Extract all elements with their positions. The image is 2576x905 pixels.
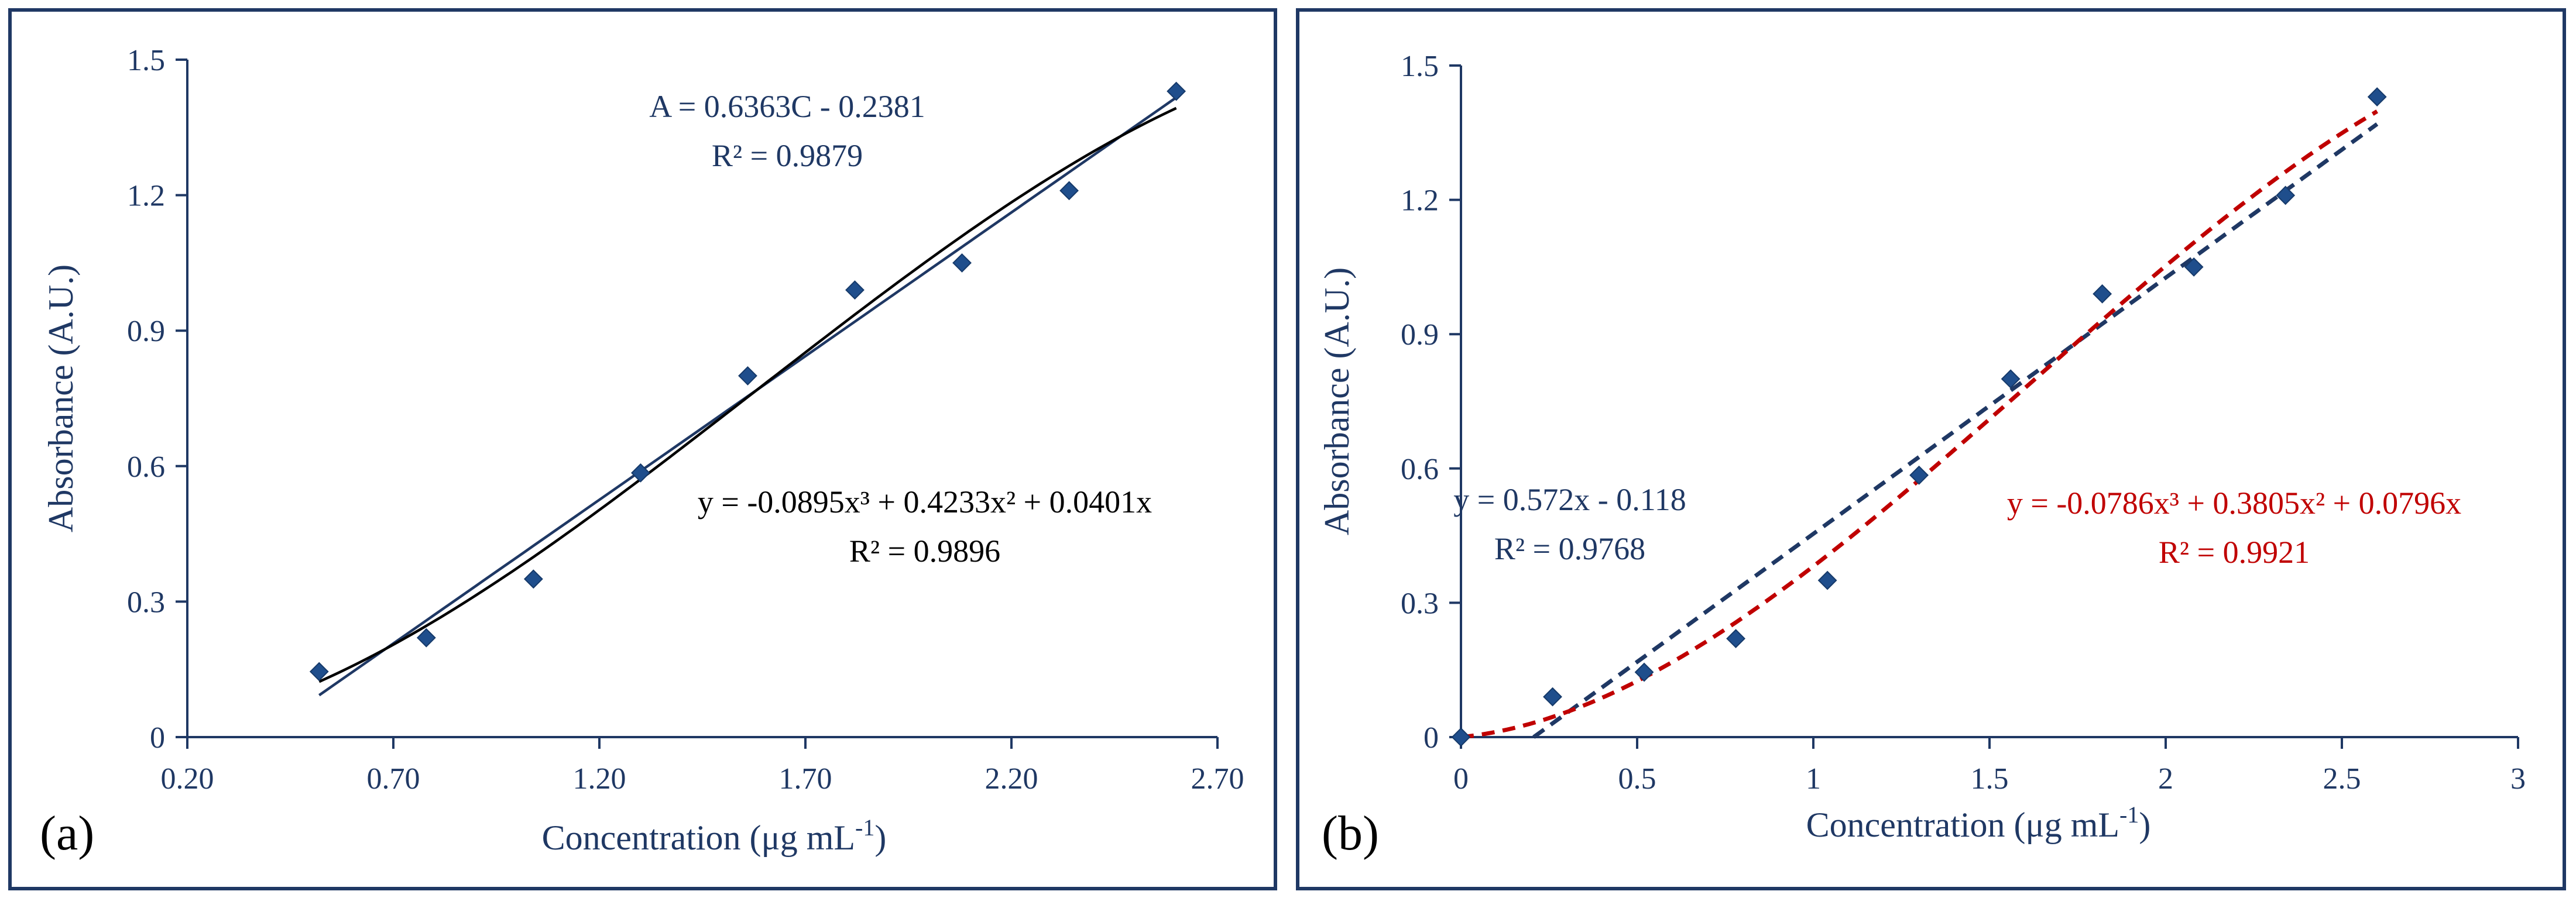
data-point: [1817, 570, 1837, 590]
y-tick-label: 1.5: [1401, 50, 1439, 83]
fit-equation-text: R² = 0.9896: [849, 534, 1000, 569]
y-tick-label: 0: [150, 721, 165, 755]
y-tick-label: 0.9: [127, 315, 165, 348]
fit-equation-text: R² = 0.9879: [712, 138, 863, 173]
x-tick-label: 1.20: [573, 762, 626, 796]
y-tick-label: 0.9: [1401, 318, 1439, 352]
x-axis-title: Concentration (μg mL-1): [542, 814, 887, 857]
chart-a-svg: 0 0.3 0.6 0.9 1.2 1.5 0.20 0.70 1.20 1.70 2.20 2.70…: [40, 44, 1244, 861]
y-tick-label: 0: [1424, 721, 1439, 755]
x-tick-label: 0.20: [161, 762, 214, 796]
data-point: [2276, 185, 2296, 205]
y-tick-label: 0.6: [127, 450, 165, 484]
data-point: [1451, 727, 1471, 747]
data-point: [2001, 369, 2021, 389]
data-point: [1543, 687, 1562, 707]
panel-label: (b): [1322, 806, 1379, 861]
x-tick-label: 2.20: [985, 762, 1038, 796]
data-point: [1059, 181, 1079, 201]
y-tick-label: 1.5: [127, 44, 165, 77]
data-point: [630, 463, 650, 483]
data-point: [845, 280, 865, 300]
fit-equation-text: R² = 0.9921: [2159, 535, 2310, 570]
chart-panel-b: 0 0.3 0.6 0.9 1.2 1.5 0 0.5 1 1.5 2 2.5 3 y = 0.572x …: [1296, 8, 2566, 890]
fit-equation-text: R² = 0.9768: [1494, 531, 1645, 566]
x-tick-label: 2.5: [2323, 762, 2361, 796]
fit-equation-text: y = 0.572x - 0.118: [1453, 482, 1686, 517]
y-tick-label: 0.3: [1401, 587, 1439, 620]
data-point: [738, 366, 757, 386]
x-tick-label: 1.5: [1971, 762, 2009, 796]
x-tick-label: 0.5: [1618, 762, 1656, 796]
data-point: [1909, 465, 1929, 485]
x-tick-label: 0: [1453, 762, 1469, 796]
panel-label: (a): [40, 806, 94, 861]
fit-line-cubic: [1460, 109, 2379, 739]
chart-panel-a: 0 0.3 0.6 0.9 1.2 1.5 0.20 0.70 1.20 1.70 2.20 2.70…: [8, 8, 1277, 890]
data-point: [1726, 629, 1745, 649]
data-point: [309, 662, 329, 682]
data-point: [523, 569, 543, 589]
x-axis-title: Concentration (μg mL-1): [1806, 801, 2151, 844]
data-point: [2367, 87, 2387, 106]
y-axis-title: Absorbance (A.U.): [42, 264, 80, 532]
data-point: [952, 253, 972, 273]
data-point: [1167, 81, 1186, 101]
fit-line-linear: [1532, 122, 2379, 739]
fit-equation-text: A = 0.6363C - 0.2381: [649, 89, 925, 124]
chart-b-svg: 0 0.3 0.6 0.9 1.2 1.5 0 0.5 1 1.5 2 2.5 3 y = 0.572x …: [1318, 50, 2526, 861]
y-tick-label: 1.2: [1401, 184, 1439, 218]
y-tick-label: 1.2: [127, 180, 165, 213]
x-tick-label: 0.70: [367, 762, 420, 796]
y-tick-label: 0.6: [1401, 453, 1439, 486]
x-tick-label: 1: [1806, 762, 1821, 796]
fit-line-cubic: [318, 106, 1177, 683]
data-point: [2093, 284, 2112, 304]
fit-equation-text: y = -0.0786x³ + 0.3805x² + 0.0796x: [2007, 486, 2461, 521]
fit-equation-text: y = -0.0895x³ + 0.4233x² + 0.0401x: [698, 484, 1152, 519]
data-point: [2184, 257, 2204, 277]
x-tick-label: 3: [2510, 762, 2526, 796]
x-tick-label: 2.70: [1191, 762, 1244, 796]
y-axis-title: Absorbance (A.U.): [1318, 267, 1356, 535]
x-tick-label: 1.70: [779, 762, 832, 796]
x-tick-label: 2: [2158, 762, 2173, 796]
data-point: [1634, 662, 1654, 682]
y-tick-label: 0.3: [127, 586, 165, 619]
data-point: [416, 628, 436, 648]
